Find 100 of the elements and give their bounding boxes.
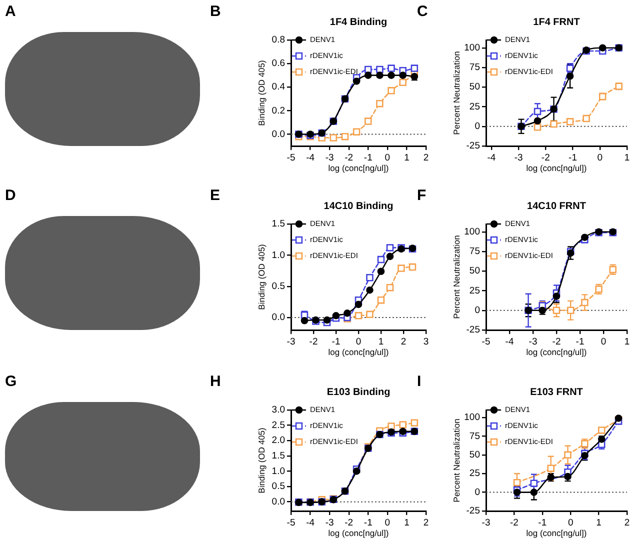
x-tick-label: 2 <box>423 517 429 528</box>
x-tick-label: -4 <box>487 152 496 164</box>
x-tick-label: -5 <box>286 152 296 164</box>
x-tick-label: -1 <box>364 152 372 164</box>
y-tick-label: 75 <box>469 246 480 258</box>
x-axis-title: log (conc[ng/ul]) <box>526 347 587 358</box>
text: G <box>5 373 17 391</box>
x-tick-label: -3 <box>528 336 538 348</box>
text: H <box>210 373 221 391</box>
y-tick-label: 1.0 <box>272 250 285 261</box>
y-tick-label: 0.0 <box>272 496 285 508</box>
y-tick-label: 3.0 <box>272 404 285 416</box>
y-tick-label: 25 <box>469 468 480 480</box>
text: I <box>417 373 422 391</box>
x-tick-label: 3 <box>423 336 429 348</box>
x-axis-title: log (conc[ng/ul]) <box>526 163 587 174</box>
x-tick-label: -3 <box>325 517 334 528</box>
y-tick-label: 0 <box>474 120 480 132</box>
y-tick-label: 2.5 <box>272 420 285 431</box>
y-tick-label: 100 <box>464 42 480 54</box>
x-tick-label: -2 <box>510 517 518 528</box>
y-tick-label: 0.5 <box>272 280 285 292</box>
x-tick-label: 0 <box>600 336 606 348</box>
x-tick-label: 0 <box>356 336 362 348</box>
x-tick-label: -2 <box>552 336 561 348</box>
x-tick-label: -2 <box>541 152 550 164</box>
x-tick-label: -2 <box>309 336 318 348</box>
x-axis-title: log (conc[ng/ul]) <box>526 528 587 538</box>
y-tick-label: 0.2 <box>272 105 285 116</box>
x-axis-title: log (conc[ng/ul]) <box>328 163 389 174</box>
x-tick-label: 2 <box>400 336 406 348</box>
x-tick-label: -3 <box>482 517 490 528</box>
y-tick-label: 1.0 <box>272 466 285 477</box>
y-axis-title: Percent Neutralization <box>451 418 462 502</box>
x-tick-label: -1 <box>568 152 577 164</box>
x-tick-label: -2 <box>344 517 354 528</box>
x-tick-label: 1 <box>624 336 630 348</box>
text: C <box>417 3 428 21</box>
y-axis-title: Percent Neutralization <box>451 50 462 135</box>
y-axis-title: Binding (OD 405) <box>256 60 266 126</box>
x-tick-label: -3 <box>325 152 334 164</box>
y-tick-label: 0.5 <box>272 481 285 492</box>
y-tick-label: 0.4 <box>272 82 285 93</box>
y-tick-label: 75 <box>469 62 480 74</box>
x-tick-label: -2 <box>344 152 354 164</box>
y-tick-label: 0.0 <box>272 312 285 324</box>
text: F <box>417 187 426 205</box>
text: B <box>210 3 221 21</box>
y-tick-label: 0 <box>474 486 480 498</box>
x-tick-label: -4 <box>306 152 315 164</box>
y-tick-label: 2.0 <box>272 435 285 446</box>
x-tick-label: -3 <box>286 336 296 348</box>
x-tick-label: -4 <box>505 336 514 348</box>
chart-title: E103 Binding <box>326 386 390 398</box>
x-tick-label: 2 <box>624 517 630 528</box>
chart-title: 1F4 FRNT <box>533 16 580 28</box>
y-axis-title: Binding (OD 405) <box>256 244 266 310</box>
y-tick-label: 100 <box>464 412 480 424</box>
y-axis-title: Percent Neutralization <box>451 234 462 319</box>
x-tick-label: 2 <box>423 152 429 164</box>
x-axis-title: log (conc[ng/ul]) <box>328 528 389 538</box>
x-tick-label: -5 <box>286 517 296 528</box>
y-tick-label: -25 <box>466 324 480 336</box>
y-tick-label: 0.6 <box>272 58 285 70</box>
x-tick-label: 0 <box>384 517 390 528</box>
x-tick-label: -4 <box>306 517 315 528</box>
y-tick-label: 0.0 <box>272 128 285 140</box>
x-tick-label: 1 <box>378 336 384 348</box>
x-tick-label: 1 <box>404 152 410 164</box>
y-tick-label: 50 <box>469 450 480 461</box>
x-axis-title: log (conc[ng/ul]) <box>328 347 389 358</box>
x-tick-label: 1 <box>596 517 602 528</box>
x-tick-label: -5 <box>482 336 490 348</box>
text: E <box>210 187 220 205</box>
x-tick-label: 0 <box>384 152 390 164</box>
y-tick-label: 50 <box>469 266 480 277</box>
x-tick-label: 0 <box>568 517 574 528</box>
y-tick-label: -25 <box>466 506 480 517</box>
x-tick-label: -1 <box>332 336 340 348</box>
y-tick-label: 50 <box>469 82 480 93</box>
text: A <box>5 3 16 21</box>
y-tick-label: -25 <box>466 140 480 152</box>
y-tick-label: 25 <box>469 101 480 112</box>
y-tick-label: 100 <box>464 226 480 238</box>
y-tick-label: 1.5 <box>272 450 285 462</box>
chart-title: 1F4 Binding <box>330 16 388 28</box>
chart-title: 14C10 FRNT <box>527 200 586 212</box>
chart-title: E103 FRNT <box>530 386 583 398</box>
y-tick-label: 25 <box>469 285 480 296</box>
y-tick-label: 0 <box>474 304 480 316</box>
text: D <box>5 187 16 205</box>
y-tick-label: 1.5 <box>272 218 285 230</box>
x-tick-label: -1 <box>538 517 547 528</box>
chart-title: 14C10 Binding <box>324 200 394 212</box>
y-axis-title: Binding (OD 405) <box>256 427 266 494</box>
x-tick-label: -1 <box>364 517 372 528</box>
x-tick-label: -3 <box>514 152 523 164</box>
x-tick-label: 1 <box>404 517 410 528</box>
y-tick-label: 0.8 <box>272 34 285 46</box>
x-tick-label: 1 <box>624 152 630 164</box>
